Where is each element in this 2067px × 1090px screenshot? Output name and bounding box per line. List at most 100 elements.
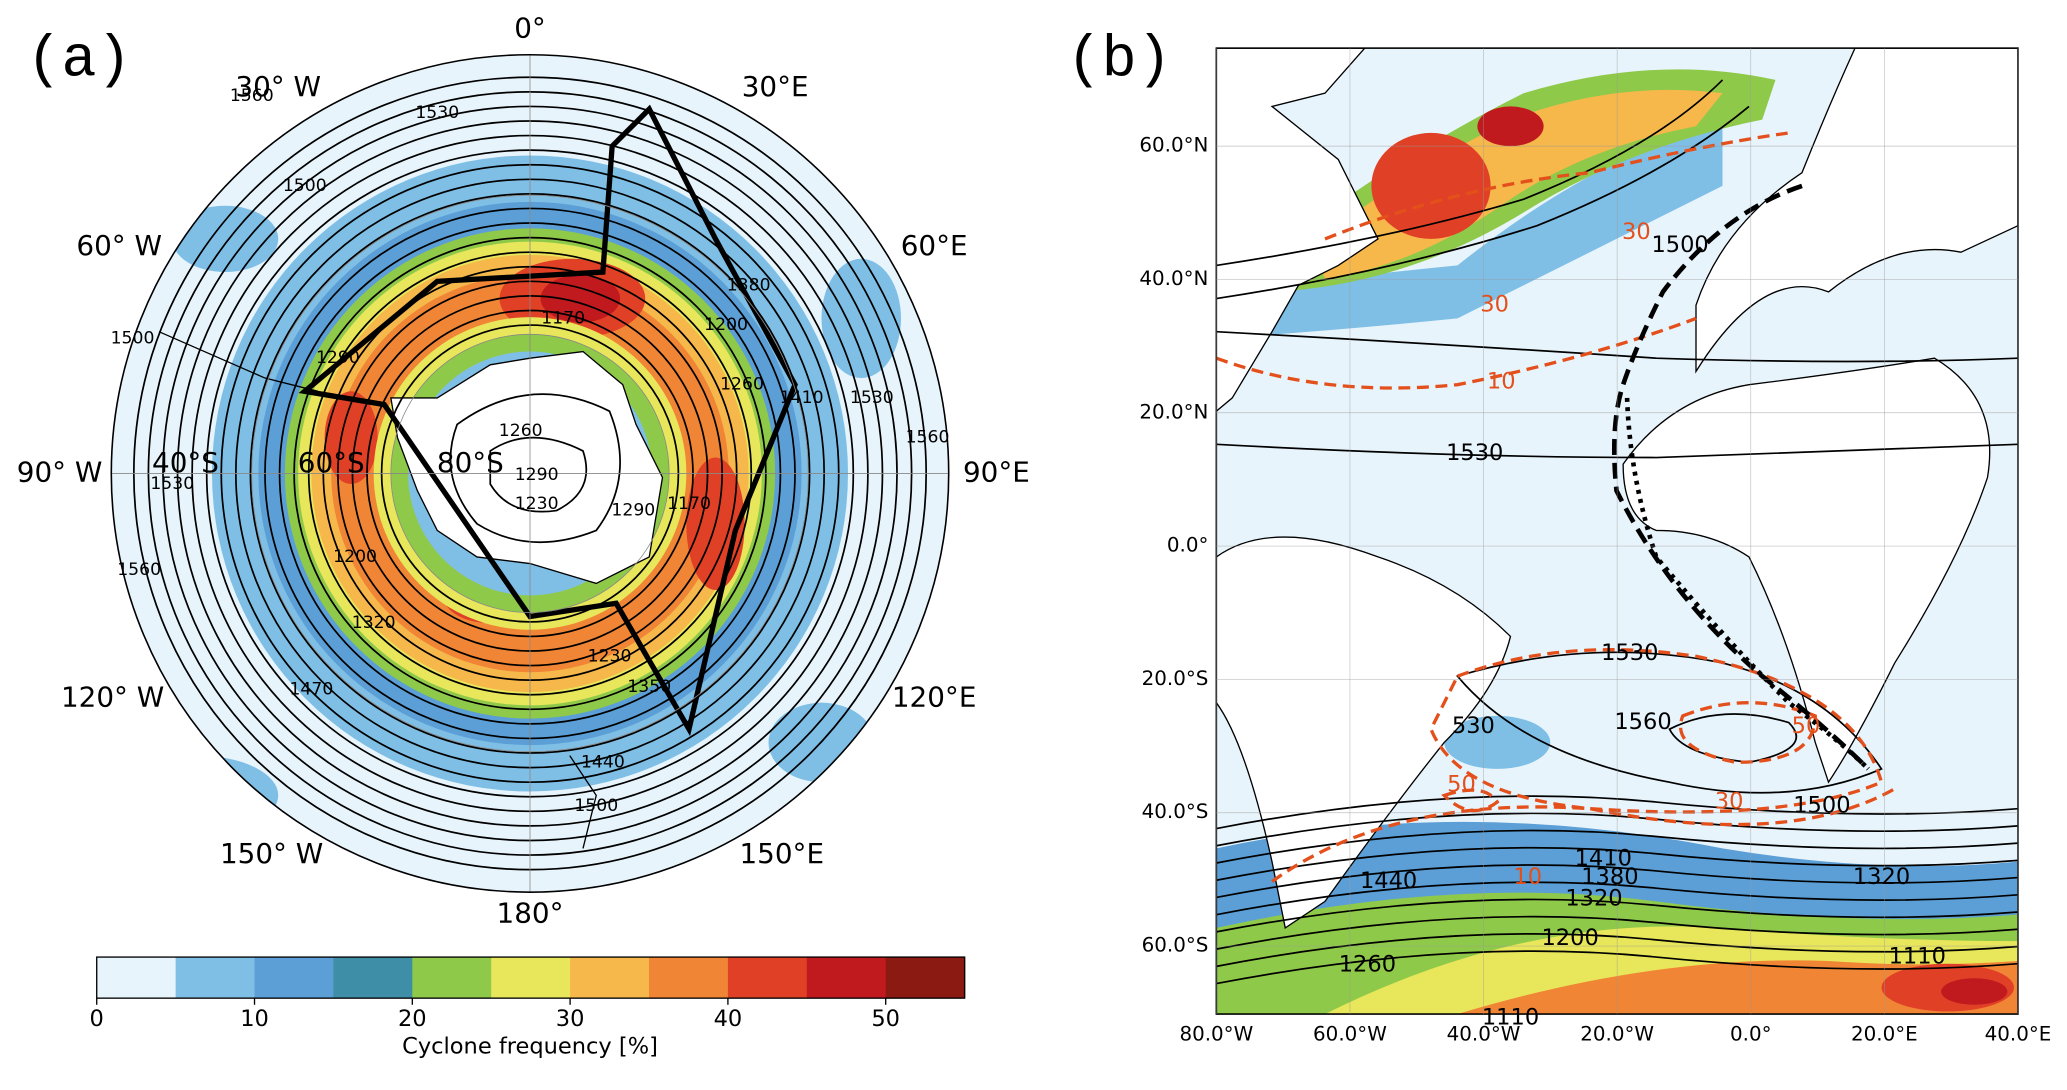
contour-label: 1410 xyxy=(1575,846,1632,872)
polar-map xyxy=(111,54,949,893)
colorbar-cell xyxy=(175,957,256,999)
lon-label: 120°E xyxy=(892,681,977,714)
lon-label: 60° W xyxy=(76,229,162,262)
contour-label: 10 xyxy=(1513,864,1542,890)
contour-label: 1260 xyxy=(1339,952,1396,978)
contour-label: 1200 xyxy=(333,547,377,567)
x-tick-label: 0.0° xyxy=(1730,1023,1772,1046)
colorbar-cell xyxy=(570,957,650,999)
contour-label: 1410 xyxy=(780,388,824,408)
contour-label: 1500 xyxy=(111,328,155,348)
contour-label: 1290 xyxy=(611,501,655,521)
colorbar-cell xyxy=(649,957,729,999)
colorbar: 0 10 20 30 40 50 xyxy=(90,956,966,1032)
contour-label: 1380 xyxy=(727,275,771,295)
x-tick-label: 20.0°E xyxy=(1851,1023,1918,1046)
contour xyxy=(1216,864,2018,899)
panel-label: (a) xyxy=(26,26,131,93)
x-tick-label: 80.0°W xyxy=(1179,1023,1253,1046)
contour xyxy=(1216,881,2018,916)
contour-label: 530 xyxy=(1452,713,1495,739)
y-tick-label: 60.0°N xyxy=(1139,134,1208,157)
colorbar-tick-label: 50 xyxy=(871,1006,900,1032)
contour-label: 1530 xyxy=(415,103,459,123)
colorbar-cell xyxy=(254,957,335,999)
contour-label: 1380 xyxy=(1581,864,1638,890)
y-tick-label: 60.0°S xyxy=(1142,934,1209,957)
contour-label: 1530 xyxy=(850,388,894,408)
y-tick-label: 40.0°N xyxy=(1139,267,1208,290)
contour xyxy=(1216,795,2018,830)
lon-label: 120° W xyxy=(61,681,164,714)
contour-label: 30 xyxy=(1480,292,1509,318)
contour-label: 1500 xyxy=(1793,793,1850,819)
y-tick-label: 0.0° xyxy=(1167,534,1209,557)
colorbar-cell xyxy=(333,957,413,999)
y-tick-label: 20.0°N xyxy=(1139,400,1208,423)
contour-label: 50 xyxy=(1792,713,1821,739)
lon-label: 150°E xyxy=(739,837,824,870)
contour-label: 30 xyxy=(1622,219,1651,245)
contour-label: 1560 xyxy=(230,86,274,106)
contour-label: 1290 xyxy=(316,348,360,368)
lon-label: 0° xyxy=(514,12,546,45)
lon-label: 150° W xyxy=(220,837,323,870)
x-tick-label: 20.0°W xyxy=(1580,1023,1654,1046)
contour-label: 1170 xyxy=(667,494,711,514)
contour-label: 1320 xyxy=(1853,864,1910,890)
contour-label: 1530 xyxy=(150,474,194,494)
colorbar-tick-label: 20 xyxy=(398,1006,427,1032)
colorbar-cell xyxy=(806,957,887,999)
contour xyxy=(1216,933,2018,968)
contour-label: 1440 xyxy=(581,752,625,772)
contour xyxy=(1216,915,2018,950)
x-tick-label: 40.0°W xyxy=(1447,1023,1521,1046)
contour-label: 1230 xyxy=(588,646,632,666)
contour-label: 1320 xyxy=(1565,885,1622,911)
axes: 80.0°W 60.0°W 40.0°W 20.0°W 0.0° 20.0°E 40.0°E… xyxy=(1139,48,2051,1046)
lon-label: 180° xyxy=(496,897,563,930)
contour-label: 50 xyxy=(1447,771,1476,797)
y-tick-label: 20.0°S xyxy=(1142,667,1209,690)
colorbar-cell xyxy=(412,957,492,999)
contour-label: 1230 xyxy=(515,494,559,514)
colorbar-tick-label: 0 xyxy=(90,1006,104,1032)
contour-label: 1110 xyxy=(1482,1005,1539,1031)
contour-labels: 1560 1530 1500 1170 1200 1380 1260 1410 … xyxy=(111,86,950,816)
contour-labels: 1500 30 30 10 1530 1530 530 1560 50 50 3… xyxy=(1339,219,1946,1031)
lat-label: 60°S xyxy=(298,446,365,479)
colorbar-label: Cyclone frequency [%] xyxy=(402,1034,658,1060)
lon-label: 90° W xyxy=(17,455,103,488)
panel-label: (b) xyxy=(1067,26,1172,93)
contour-label: 1500 xyxy=(1651,232,1708,258)
colorbar-tick-label: 30 xyxy=(556,1006,585,1032)
contour xyxy=(1216,950,2018,985)
contour-label: 1200 xyxy=(704,315,748,335)
contour-label: 10 xyxy=(1487,369,1516,395)
x-tick-label: 40.0°E xyxy=(1985,1023,2052,1046)
lon-label: 90°E xyxy=(963,455,1030,488)
contour-label: 1320 xyxy=(352,613,396,633)
colorbar-frame xyxy=(96,956,966,999)
contour-label: 1500 xyxy=(283,176,327,196)
x-tick-label: 60.0°W xyxy=(1313,1023,1387,1046)
contour-label: 1170 xyxy=(541,308,585,328)
colorbar-cell xyxy=(885,957,966,999)
colorbar-tick-label: 40 xyxy=(714,1006,743,1032)
lon-label: 30° W xyxy=(235,70,321,103)
lat-label: 80°S xyxy=(437,446,504,479)
contour-label: 1470 xyxy=(289,679,333,699)
colorbar-cell xyxy=(727,957,808,999)
contour xyxy=(1216,846,2018,882)
lon-label: 60°E xyxy=(901,229,968,262)
contour-label: 1110 xyxy=(1889,944,1946,970)
contour-label: 1530 xyxy=(1446,440,1503,466)
colorbar-cell xyxy=(491,957,571,999)
contour-label: 1560 xyxy=(1614,709,1671,735)
contour-label: 1560 xyxy=(117,560,161,580)
contour-label: 1530 xyxy=(1601,640,1658,666)
contour xyxy=(1216,898,2018,933)
contour-label: 30 xyxy=(1715,789,1744,815)
contour-label: 1260 xyxy=(720,375,764,395)
